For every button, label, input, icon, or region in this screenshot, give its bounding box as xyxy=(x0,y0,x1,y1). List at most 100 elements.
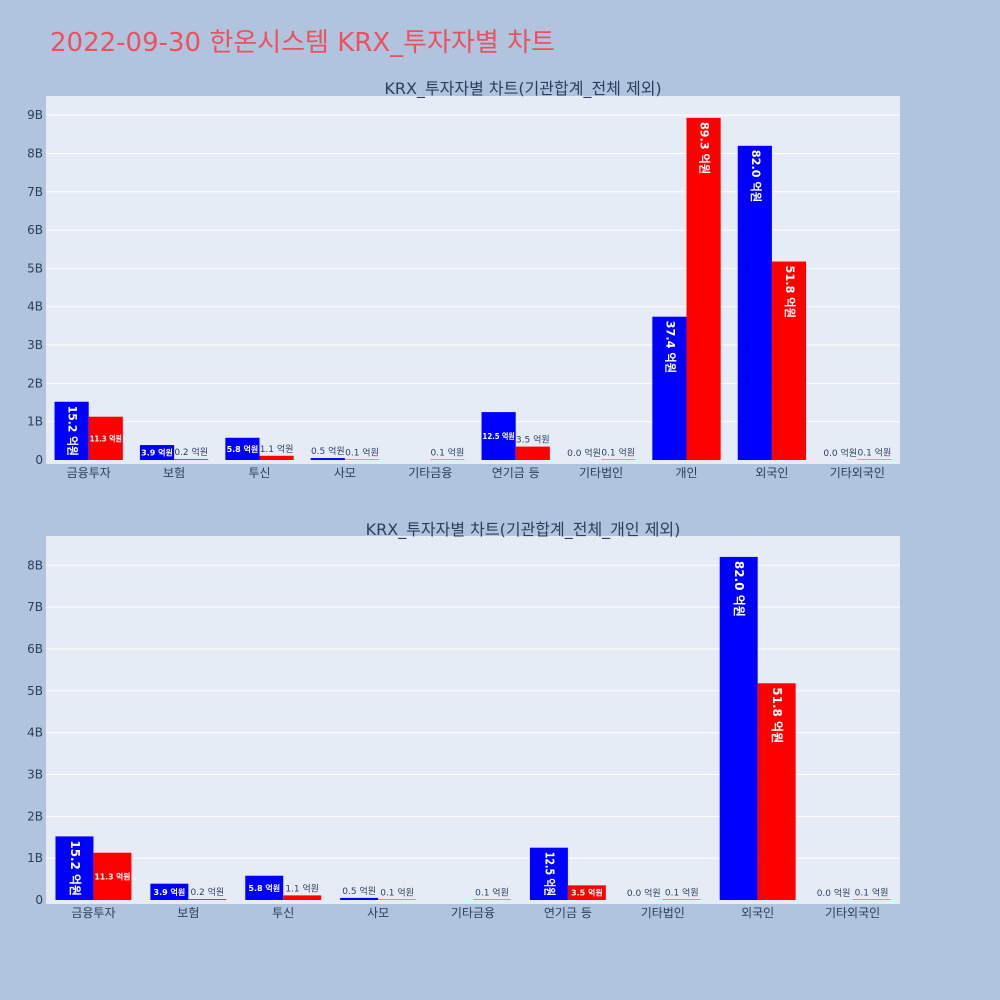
x-tick-label: 투신 xyxy=(272,906,294,920)
data-label: 0.2 억원 xyxy=(174,446,208,458)
data-label: 11.3 억원 xyxy=(90,433,122,443)
bar-buy xyxy=(150,883,189,900)
x-tick-label: 개인 xyxy=(675,466,697,480)
y-tick-label: 3B xyxy=(27,767,43,781)
chart-title: KRX_투자자별 차트(기관합계_전체 제외) xyxy=(384,79,661,99)
bar-buy xyxy=(139,445,175,460)
data-label: 11.3 억원 xyxy=(94,871,130,881)
x-tick-label: 사모 xyxy=(334,466,356,480)
y-tick-label: 7B xyxy=(27,600,43,614)
data-label: 3.9 억원 xyxy=(141,448,173,458)
data-label: 5.8 억원 xyxy=(248,883,280,893)
y-tick-label: 0 xyxy=(35,893,43,907)
data-label: 82.0 억원 xyxy=(732,561,746,617)
x-tick-label: 기타금융 xyxy=(451,906,495,920)
bar-buy xyxy=(54,401,89,460)
bar-buy xyxy=(481,412,516,460)
bar-buy xyxy=(310,458,345,460)
data-label: 37.4 억원 xyxy=(663,321,677,373)
data-label: 1.1 억원 xyxy=(260,443,294,455)
data-label: 0.5 억원 xyxy=(311,445,345,457)
data-label: 0.2 억원 xyxy=(190,886,224,898)
bar-buy xyxy=(652,316,687,460)
x-tick-label: 보험 xyxy=(177,906,199,920)
bar-sell xyxy=(88,416,123,460)
y-tick-label: 6B xyxy=(27,642,43,656)
data-label: 3.5 억원 xyxy=(571,888,603,898)
x-tick-label: 연기금 등 xyxy=(544,906,592,920)
page-title: 2022-09-30 한온시스템 KRX_투자자별 차트 xyxy=(50,28,555,58)
y-tick-label: 0 xyxy=(35,453,43,467)
chart-title: KRX_투자자별 차트(기관합계_전체_개인 제외) xyxy=(366,520,681,540)
bar-sell xyxy=(174,459,209,460)
y-tick-label: 8B xyxy=(27,146,43,160)
data-label: 0.1 억원 xyxy=(855,887,889,899)
data-label: 0.0 억원 xyxy=(627,887,661,899)
y-tick-label: 9B xyxy=(27,108,43,122)
y-tick-label: 8B xyxy=(27,558,43,572)
bar-sell xyxy=(259,455,294,460)
bar-sell xyxy=(567,885,606,900)
bar-sell xyxy=(188,899,227,900)
y-tick-label: 7B xyxy=(27,185,43,199)
y-tick-label: 6B xyxy=(27,223,43,237)
x-tick-label: 투신 xyxy=(248,466,270,480)
y-tick-label: 1B xyxy=(27,851,43,865)
x-tick-label: 외국인 xyxy=(755,466,788,480)
data-label: 0.1 억원 xyxy=(431,447,465,459)
y-tick-label: 4B xyxy=(27,300,43,314)
data-label: 1.1 억원 xyxy=(285,882,319,894)
y-tick-label: 2B xyxy=(27,376,43,390)
bar-sell xyxy=(757,683,796,900)
y-tick-label: 3B xyxy=(27,338,43,352)
bar-buy xyxy=(55,836,94,900)
bar-sell xyxy=(93,852,132,900)
data-label: 15.2 억원 xyxy=(68,840,82,896)
x-tick-label: 기타법인 xyxy=(641,906,685,920)
data-label: 5.8 억원 xyxy=(227,444,259,454)
data-label: 89.3 억원 xyxy=(698,122,712,174)
x-tick-label: 사모 xyxy=(367,906,389,920)
data-label: 0.1 억원 xyxy=(665,887,699,899)
data-label: 0.1 억원 xyxy=(601,447,635,459)
x-tick-label: 기타법인 xyxy=(579,466,623,480)
bar-sell xyxy=(686,117,721,460)
y-tick-label: 1B xyxy=(27,415,43,429)
bar-sell xyxy=(771,261,807,460)
bar-buy xyxy=(225,437,260,460)
data-label: 12.5 억원 xyxy=(542,852,556,896)
data-label: 82.0 억원 xyxy=(749,150,763,202)
bar-buy xyxy=(719,556,758,900)
data-label: 0.1 억원 xyxy=(345,447,379,459)
bar-buy xyxy=(529,847,568,900)
data-label: 0.1 억원 xyxy=(380,887,414,899)
data-label: 12.5 억원 xyxy=(483,431,515,441)
y-tick-label: 5B xyxy=(27,684,43,698)
x-tick-label: 금융투자 xyxy=(67,466,111,480)
data-label: 0.1 억원 xyxy=(475,887,509,899)
x-tick-label: 기타외국인 xyxy=(830,466,885,480)
x-tick-label: 기타금융 xyxy=(408,466,452,480)
x-tick-label: 금융투자 xyxy=(71,906,115,920)
x-tick-label: 기타외국인 xyxy=(825,906,880,920)
data-label: 0.1 억원 xyxy=(858,447,892,459)
data-label: 0.5 억원 xyxy=(342,885,376,897)
data-label: 15.2 억원 xyxy=(66,406,80,456)
y-tick-label: 4B xyxy=(27,726,43,740)
x-tick-label: 보험 xyxy=(163,466,185,480)
bar-buy xyxy=(340,897,379,900)
data-label: 0.0 억원 xyxy=(823,447,857,459)
x-tick-label: 연기금 등 xyxy=(492,466,540,480)
bar-buy xyxy=(737,145,772,460)
investor-chart-total-excluded: KRX_투자자별 차트(기관합계_전체 제외) 0 1B 2B 3B 4B 5B 6B 7B 8B… xyxy=(27,79,900,480)
y-tick-label: 2B xyxy=(27,809,43,823)
data-label: 0.0 억원 xyxy=(817,887,851,899)
data-label: 3.5 억원 xyxy=(516,434,550,446)
bar-sell xyxy=(515,446,550,460)
y-tick-label: 5B xyxy=(27,261,43,275)
bar-buy xyxy=(245,875,284,900)
bar-sell xyxy=(283,895,322,900)
data-label: 51.8 억원 xyxy=(783,266,797,318)
x-tick-label: 외국인 xyxy=(741,906,774,920)
